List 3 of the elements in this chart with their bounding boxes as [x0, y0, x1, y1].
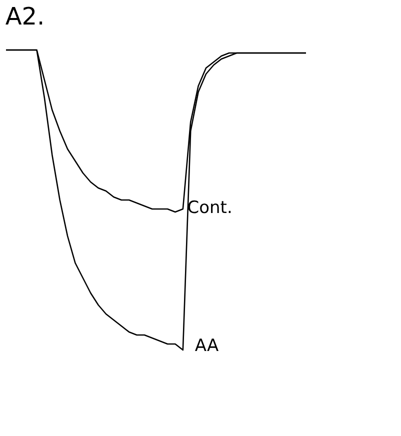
- series-label: Cont.: [187, 198, 232, 218]
- chart-title: A2.: [5, 2, 45, 30]
- series-label: AA: [194, 336, 220, 356]
